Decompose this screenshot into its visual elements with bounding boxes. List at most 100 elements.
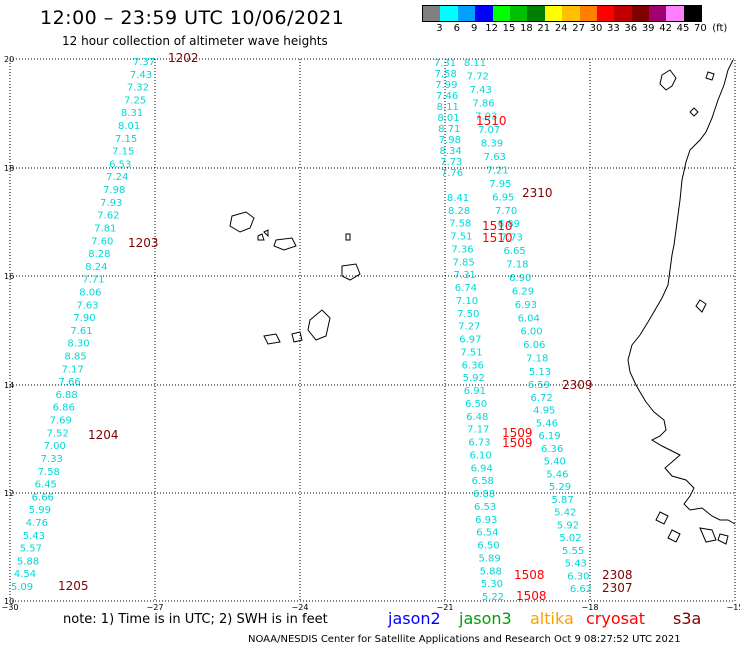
wave-height-label: 7.00 <box>44 441 66 452</box>
legend-s3a: s3a <box>673 609 702 628</box>
wave-height-label: 5.22 <box>482 592 504 603</box>
wave-height-label: 7.43 <box>470 85 492 96</box>
scale-label: 70 <box>694 23 707 34</box>
wave-height-label: 7.58 <box>38 467 60 478</box>
wave-height-label: 5.55 <box>562 546 584 557</box>
wave-height-label: 7.21 <box>486 166 508 177</box>
credit-line: NOAA/NESDIS Center for Satellite Applica… <box>248 634 681 645</box>
wave-height-label: 7.51 <box>450 232 472 243</box>
wave-height-label: 5.13 <box>529 367 551 378</box>
pass-label: 1202 <box>168 51 199 65</box>
wave-height-label: 6.73 <box>468 438 490 449</box>
wave-height-label: 8.71 <box>438 124 460 135</box>
scale-label: 3 <box>436 23 443 34</box>
wave-height-label: 6.95 <box>492 192 514 203</box>
scale-label: 45 <box>676 23 690 34</box>
wave-height-label: 7.69 <box>50 416 72 427</box>
wave-height-label: 6.04 <box>518 313 540 324</box>
altimeter-track: 8.11 7.72 7.43 7.86 7.93 7.07 8.39 7.63 7.21 7.95… <box>464 58 551 378</box>
wave-height-label: 7.18 <box>506 260 528 271</box>
scale-label: 6 <box>453 23 460 34</box>
scale-swatch <box>492 6 510 21</box>
lat-label: 18 <box>4 164 14 173</box>
wave-height-label: 6.00 <box>520 327 542 338</box>
wave-height-label: 7.72 <box>467 71 489 82</box>
wave-height-label: 8.30 <box>67 339 89 350</box>
wave-height-label: 5.30 <box>481 579 503 590</box>
wave-height-label: 7.15 <box>115 134 137 145</box>
wave-height-label: 6.50 <box>477 541 499 552</box>
page-title: 12:00 – 23:59 UTC 10/06/2021 <box>40 7 345 29</box>
scale-label: 27 <box>572 23 585 34</box>
wave-height-label: 7.46 <box>436 91 458 102</box>
wave-height-label: 6.66 <box>32 492 54 503</box>
wave-height-label: 8.01 <box>437 113 459 124</box>
lon-label: −21 <box>437 603 454 612</box>
scale-swatch <box>666 6 684 21</box>
scale-swatch <box>683 6 702 21</box>
legend-jason3: jason3 <box>459 609 512 628</box>
pass-label: 1508 <box>516 589 547 603</box>
scale-swatch <box>649 6 667 21</box>
wave-height-label: 7.36 <box>451 245 473 256</box>
lon-label: −27 <box>147 603 164 612</box>
wave-height-label: 7.73 <box>440 157 462 168</box>
wave-height-label: 5.92 <box>557 520 579 531</box>
altimeter-track: 7.377.437.327.258.318.017.157.156.537.24… <box>11 57 155 593</box>
island-outline <box>345 233 351 241</box>
scale-label: 39 <box>641 23 655 34</box>
scale-label: 33 <box>607 23 620 34</box>
lat-label: 16 <box>4 272 14 281</box>
map-frame <box>9 58 736 602</box>
wave-height-label: 7.07 <box>478 125 500 136</box>
lon-label: −30 <box>2 603 19 612</box>
wave-height-label: 6.62 <box>570 584 592 595</box>
scale-label: 36 <box>624 23 638 34</box>
wave-height-label: 5.57 <box>20 544 42 555</box>
wave-height-label: 6.36 <box>541 444 563 455</box>
coastline-segment <box>627 59 736 525</box>
scale-label: 21 <box>537 23 551 34</box>
lon-label: −24 <box>292 603 309 612</box>
scale-swatch <box>631 6 650 21</box>
island-outline <box>257 233 265 241</box>
wave-height-label: 5.46 <box>536 418 558 429</box>
wave-height-label: 7.73 <box>501 233 523 244</box>
wave-height-label: 7.81 <box>94 224 116 235</box>
wave-height-label: 5.46 <box>546 469 568 480</box>
scale-swatch <box>562 6 580 21</box>
legend-altika: altika <box>530 609 574 628</box>
wave-height-label: 8.06 <box>79 288 101 299</box>
wave-height-label: 4.76 <box>26 518 48 529</box>
lat-label: 12 <box>4 489 14 498</box>
wave-height-label: 6.50 <box>465 399 487 410</box>
wave-height-label: 6.94 <box>471 463 493 474</box>
wave-height-label: 7.93 <box>475 112 497 123</box>
scale-swatch <box>596 6 615 21</box>
wave-height-label: 6.74 <box>455 283 477 294</box>
scale-swatch <box>423 6 441 21</box>
wave-height-label: 6.45 <box>35 480 57 491</box>
coastline-segment <box>659 69 677 91</box>
wave-height-label: 7.17 <box>467 425 489 436</box>
coastline-segment <box>705 71 715 81</box>
wave-height-label: 6.53 <box>109 159 131 170</box>
wave-height-label: 6.19 <box>538 431 560 442</box>
scale-label: 18 <box>520 23 533 34</box>
scale-swatch <box>509 6 528 21</box>
wave-height-label: 5.02 <box>559 533 581 544</box>
lat-label: 10 <box>4 597 14 606</box>
wave-height-label: 7.63 <box>484 152 506 163</box>
wave-height-label: 8.28 <box>88 249 110 260</box>
wave-height-label: 8.11 <box>437 102 459 113</box>
lon-label: −18 <box>582 603 599 612</box>
island-outline <box>263 333 281 345</box>
pass-label: 1203 <box>128 236 159 250</box>
altimeter-track: 7.317.587.997.468.118.018.717.988.347.73… <box>434 58 463 179</box>
wave-height-label: 6.36 <box>462 360 484 371</box>
pass-label: 2309 <box>562 378 593 392</box>
scale-swatch <box>440 6 458 21</box>
wave-height-label: 7.25 <box>124 95 146 106</box>
wave-height-label: 6.65 <box>503 246 525 257</box>
wave-height-label: 5.89 <box>478 553 500 564</box>
